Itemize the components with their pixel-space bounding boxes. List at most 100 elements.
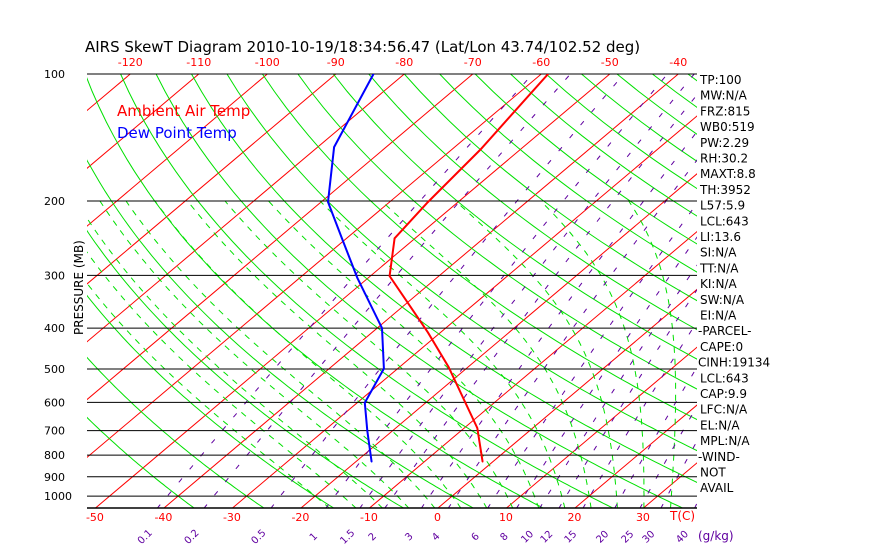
index-label: PW:2.29 (700, 136, 749, 150)
index-label: -WIND- (698, 450, 740, 464)
moist-adiabat-line (99, 200, 410, 508)
index-label: MPL:N/A (700, 434, 750, 448)
isotherm-line (163, 74, 679, 508)
dry-adiabat-line (87, 356, 265, 508)
temp-point (476, 427, 479, 429)
index-label: CAPE:0 (700, 340, 743, 354)
moist-adiabat-line (87, 217, 384, 508)
isotherm-line (368, 230, 697, 508)
pressure-tick-label: 300 (44, 269, 65, 282)
index-label: FRZ:815 (700, 104, 750, 118)
dewpoint-point (381, 327, 383, 329)
index-label: LI:13.6 (700, 230, 741, 244)
mixing-ratio-unit-label: (g/kg) (698, 529, 734, 543)
top-temp-tick-label: -110 (186, 56, 211, 69)
index-label: TH:3952 (699, 183, 751, 197)
bottom-temp-tick-label: -10 (360, 511, 378, 524)
top-temp-tick-label: -60 (532, 56, 550, 69)
pressure-tick-label: 600 (44, 396, 65, 409)
bottom-temp-tick-label: -20 (291, 511, 309, 524)
dry-adiabat-line (474, 74, 697, 245)
mixing-ratio-line (539, 264, 697, 508)
ambient-air-temp-line (388, 74, 549, 462)
isotherm-line (574, 404, 697, 508)
dewpoint-point (363, 401, 366, 404)
moist-adiabat-line (455, 200, 618, 508)
index-label: KI:N/A (700, 277, 737, 291)
mixing-ratio-line (359, 74, 695, 508)
mixing-ratio-tick-label: 1.5 (338, 528, 357, 547)
index-label: WB0:519 (700, 120, 755, 134)
temp-point (479, 148, 482, 151)
dewpoint-point (333, 146, 335, 148)
moist-adiabat-line (540, 200, 645, 508)
mixing-ratio-line (487, 202, 697, 508)
mixing-ratio-tick-label: 10 (519, 529, 536, 546)
dry-adiabat-line (261, 74, 697, 421)
mixing-ratio-tick-label: 20 (594, 529, 611, 546)
index-label: MAXT:8.8 (700, 167, 756, 181)
index-label: NOT (700, 466, 726, 480)
index-label: EL:N/A (700, 418, 740, 432)
dry-adiabat-line (120, 74, 614, 508)
dewpoint-point (370, 460, 373, 463)
bottom-temp-tick-label: 20 (567, 511, 581, 524)
moist-adiabat-line (268, 200, 540, 508)
top-temp-tick-label: -120 (118, 56, 143, 69)
isotherm-line (231, 115, 697, 508)
index-label: TT:N/A (699, 261, 739, 275)
mixing-ratio-line (270, 74, 625, 508)
mixing-ratio-line (203, 74, 571, 508)
mixing-ratio-tick-label: 30 (641, 529, 658, 546)
top-temp-tick-label: -90 (327, 56, 345, 69)
mixing-ratio-line (325, 74, 668, 508)
dry-adiabat-line (155, 74, 684, 508)
isotherm-line (87, 74, 268, 227)
isotherm-line (0, 74, 62, 508)
isotherm-line (87, 74, 131, 112)
isotherm-line (87, 74, 542, 459)
temp-point (481, 460, 484, 463)
isotherm-line (94, 74, 611, 508)
dry-adiabat-line (368, 74, 697, 331)
moist-adiabat-line (381, 200, 592, 508)
isotherm-line (642, 462, 697, 508)
index-label: TP:100 (699, 73, 742, 87)
top-temp-tick-label: -40 (669, 56, 687, 69)
mixing-ratio-tick-label: 2 (367, 531, 379, 543)
bottom-temp-tick-label: -30 (223, 511, 241, 524)
mixing-ratio-tick-label: 8 (498, 531, 510, 543)
legend-dew-point-temp: Dew Point Temp (117, 124, 237, 142)
bottom-temp-tick-label: 10 (499, 511, 513, 524)
isotherm-line (87, 74, 474, 401)
dew-point-temp-line (326, 74, 385, 462)
dry-adiabat-line (191, 74, 697, 483)
mixing-ratio-tick-label: 40 (674, 529, 691, 546)
dry-adiabat-line (87, 416, 195, 508)
temp-point (547, 74, 549, 75)
dry-adiabat-line (87, 294, 335, 508)
mixing-ratio-tick-label: 6 (470, 531, 482, 543)
index-label: MW:N/A (700, 89, 748, 103)
temp-point (447, 365, 450, 368)
bottom-temp-tick-label: -50 (86, 511, 104, 524)
dry-adiabat-line (87, 159, 475, 508)
index-label: LFC:N/A (700, 403, 748, 417)
dry-adiabat-line (439, 74, 697, 273)
index-label: RH:30.2 (700, 152, 748, 166)
x-axis-unit-label: T(C) (669, 509, 695, 523)
dewpoint-point (372, 74, 375, 75)
isotherm-line (505, 346, 697, 508)
mixing-ratio-line (660, 440, 697, 508)
dry-adiabat-line (87, 229, 405, 508)
dry-adiabat-line (226, 74, 697, 452)
chart-title: AIRS SkewT Diagram 2010-10-19/18:34:56.4… (85, 38, 640, 56)
dewpoint-point (327, 201, 329, 203)
index-label: -PARCEL- (698, 324, 752, 338)
mixing-ratio-tick-label: 4 (430, 531, 442, 543)
dewpoint-point (341, 237, 343, 240)
dewpoint-point (356, 277, 359, 279)
index-label: SI:N/A (700, 246, 737, 260)
dry-adiabat-line (759, 74, 870, 509)
